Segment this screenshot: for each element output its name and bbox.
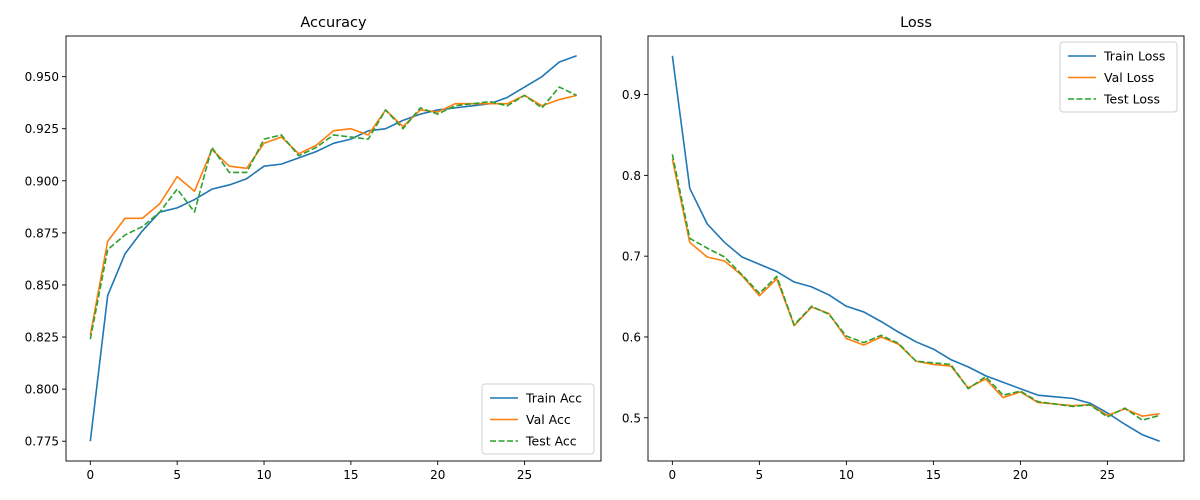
y-tick-label: 0.800 <box>25 383 59 397</box>
x-tick-label: 5 <box>173 468 181 482</box>
x-tick-label: 5 <box>756 468 764 482</box>
legend-label: Val Acc <box>526 412 571 427</box>
y-tick-label: 0.8 <box>622 169 641 183</box>
x-tick-label: 25 <box>517 468 532 482</box>
y-tick-label: 0.850 <box>25 278 59 292</box>
legend-label: Train Loss <box>1103 49 1165 64</box>
x-tick-label: 10 <box>256 468 271 482</box>
legend: Train Loss Val Loss Test Loss <box>1059 41 1178 113</box>
legend-label: Val Loss <box>1104 70 1154 85</box>
series-line-test-acc <box>89 86 578 340</box>
y-tick-label: 0.825 <box>25 331 59 345</box>
plot-frame <box>647 35 1185 462</box>
chart-title: Loss <box>900 15 932 31</box>
legend: Train Acc Val Acc Test Acc <box>481 383 595 455</box>
x-tick-label: 10 <box>839 468 854 482</box>
x-tick-label: 15 <box>926 468 941 482</box>
legend-label: Test Loss <box>1103 92 1160 107</box>
legend-box <box>1059 41 1178 113</box>
y-tick-label: 0.9 <box>622 88 641 102</box>
x-tick-label: 25 <box>1100 468 1115 482</box>
y-tick-label: 0.6 <box>622 330 641 344</box>
series-line-val-loss <box>671 159 1160 417</box>
x-tick-label: 20 <box>1013 468 1028 482</box>
y-tick-label: 0.775 <box>25 435 59 449</box>
y-tick-label: 0.875 <box>25 226 59 240</box>
legend-label: Test Acc <box>525 434 577 449</box>
series-line-val-acc <box>89 94 577 336</box>
y-tick-label: 0.925 <box>25 122 59 136</box>
x-tick-label: 15 <box>343 468 358 482</box>
series-line-train-acc <box>89 55 577 442</box>
y-tick-label: 0.7 <box>622 250 641 264</box>
chart-loss: Loss 0 5 10 15 20 25 0.5 0.6 0.7 0.8 0.9 Train Loss V… <box>622 15 1185 482</box>
series-line-train-loss <box>671 55 1160 442</box>
legend-label: Train Acc <box>525 391 582 406</box>
y-tick-label: 0.5 <box>622 411 641 425</box>
y-tick-label: 0.950 <box>25 70 59 84</box>
x-tick-label: 0 <box>86 468 94 482</box>
y-tick-label: 0.900 <box>25 174 59 188</box>
plot-frame <box>65 35 602 462</box>
x-tick-label: 20 <box>430 468 445 482</box>
legend-box <box>481 383 595 455</box>
series-line-test-loss <box>671 154 1160 422</box>
chart-accuracy: Accuracy 0 5 10 15 20 25 0.775 0.800 0.825 0.850 0.… <box>25 15 602 482</box>
chart-title: Accuracy <box>300 15 367 31</box>
x-tick-label: 0 <box>669 468 677 482</box>
